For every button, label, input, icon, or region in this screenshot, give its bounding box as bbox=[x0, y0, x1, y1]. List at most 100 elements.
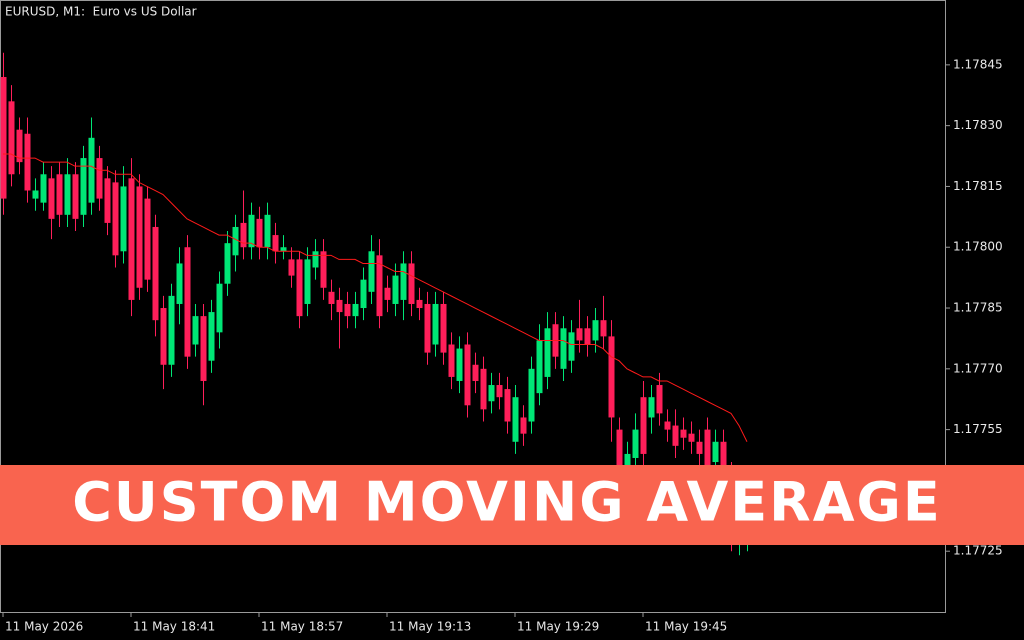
candle-body bbox=[144, 198, 151, 280]
y-tick-label: 1.17770 bbox=[953, 361, 1003, 375]
candle-body bbox=[88, 137, 95, 203]
candle-body bbox=[416, 299, 423, 309]
x-tick-label: 11 May 18:41 bbox=[133, 620, 215, 634]
candle-body bbox=[472, 364, 479, 381]
candle-body bbox=[520, 417, 527, 434]
candle-body bbox=[128, 178, 135, 300]
candle-body bbox=[368, 251, 375, 292]
candle-body bbox=[184, 247, 191, 357]
candle-body bbox=[192, 316, 199, 345]
candle-body bbox=[592, 320, 599, 341]
candle-body bbox=[168, 295, 175, 365]
candle-body bbox=[672, 425, 679, 446]
candle-body bbox=[376, 255, 383, 317]
candle-body bbox=[136, 186, 143, 288]
y-tick-label: 1.17830 bbox=[953, 118, 1003, 132]
candle-body bbox=[616, 429, 623, 467]
candle-body bbox=[608, 336, 615, 418]
candle-body bbox=[344, 303, 351, 317]
y-tick-label: 1.17800 bbox=[953, 240, 1003, 254]
candle-body bbox=[384, 287, 391, 300]
candle-body bbox=[704, 429, 711, 467]
y-tick-label: 1.17845 bbox=[953, 57, 1003, 71]
candle-body bbox=[256, 218, 263, 248]
y-tick-label: 1.17785 bbox=[953, 301, 1003, 315]
candle-body bbox=[480, 368, 487, 410]
candle-body bbox=[24, 133, 31, 191]
candle-body bbox=[504, 389, 511, 422]
candle-body bbox=[216, 283, 223, 333]
x-tick-label: 11 May 18:57 bbox=[261, 620, 343, 634]
candle-body bbox=[464, 344, 471, 406]
candle-body bbox=[488, 385, 495, 402]
candle-body bbox=[424, 303, 431, 353]
candle-body bbox=[624, 453, 631, 471]
candle-body bbox=[328, 291, 335, 304]
candle-body bbox=[8, 101, 15, 175]
candle-body bbox=[432, 303, 439, 345]
y-tick-label: 1.17755 bbox=[953, 422, 1003, 436]
candle-body bbox=[696, 441, 703, 454]
candle-body bbox=[720, 441, 727, 475]
candle-body bbox=[680, 429, 687, 438]
candle-body bbox=[160, 308, 167, 365]
candle-body bbox=[224, 243, 231, 284]
y-tick-label: 1.17725 bbox=[953, 544, 1003, 558]
candle-body bbox=[576, 328, 583, 341]
candle-body bbox=[312, 251, 319, 268]
candle-body bbox=[48, 178, 55, 219]
candle-body bbox=[208, 312, 215, 361]
candle-body bbox=[40, 174, 47, 203]
candle-body bbox=[0, 77, 7, 199]
candle-body bbox=[120, 186, 127, 252]
candle-body bbox=[80, 158, 87, 215]
candle-body bbox=[200, 316, 207, 381]
candle-body bbox=[600, 320, 607, 337]
candle-body bbox=[512, 397, 519, 442]
moving-average-line bbox=[3, 153, 748, 442]
candle-body bbox=[440, 303, 447, 353]
candle-body bbox=[560, 328, 567, 369]
marks: 1.177251.17741.177551.177701.177851.1780… bbox=[0, 52, 1003, 634]
candle-body bbox=[64, 174, 71, 215]
candle-body bbox=[392, 275, 399, 304]
candle-body bbox=[72, 174, 79, 219]
candle-body bbox=[232, 226, 239, 256]
candle-body bbox=[104, 178, 111, 223]
candle-body bbox=[112, 182, 119, 256]
candle-body bbox=[248, 214, 255, 248]
candle-body bbox=[448, 344, 455, 377]
candle-body bbox=[288, 259, 295, 276]
candle-body bbox=[656, 385, 663, 414]
candle-body bbox=[648, 397, 655, 418]
candle-body bbox=[280, 247, 287, 252]
banner bbox=[0, 465, 1024, 545]
candle-body bbox=[584, 328, 591, 345]
candle-body bbox=[664, 421, 671, 430]
candle-body bbox=[304, 259, 311, 304]
candle-body bbox=[712, 441, 719, 463]
candle-body bbox=[568, 332, 575, 361]
x-tick-label: 11 May 19:29 bbox=[517, 620, 599, 634]
candle-body bbox=[456, 348, 463, 381]
candle-body bbox=[544, 328, 551, 377]
x-tick-label: 11 May 19:45 bbox=[645, 620, 727, 634]
candle-body bbox=[16, 129, 23, 163]
candle-body bbox=[96, 158, 103, 199]
candle-body bbox=[688, 433, 695, 442]
x-tick-label: 11 May 2026 bbox=[5, 620, 83, 634]
plot-border bbox=[0, 0, 946, 613]
candle-body bbox=[152, 226, 159, 321]
candle-body bbox=[176, 263, 183, 304]
candle-body bbox=[536, 340, 543, 394]
candle-body bbox=[408, 263, 415, 304]
x-tick-label: 11 May 19:13 bbox=[389, 620, 471, 634]
candle-body bbox=[264, 214, 271, 248]
candle-body bbox=[336, 299, 343, 313]
candle-body bbox=[320, 251, 327, 288]
candle-body bbox=[400, 263, 407, 300]
candle-body bbox=[528, 368, 535, 422]
candle-body bbox=[32, 190, 39, 199]
